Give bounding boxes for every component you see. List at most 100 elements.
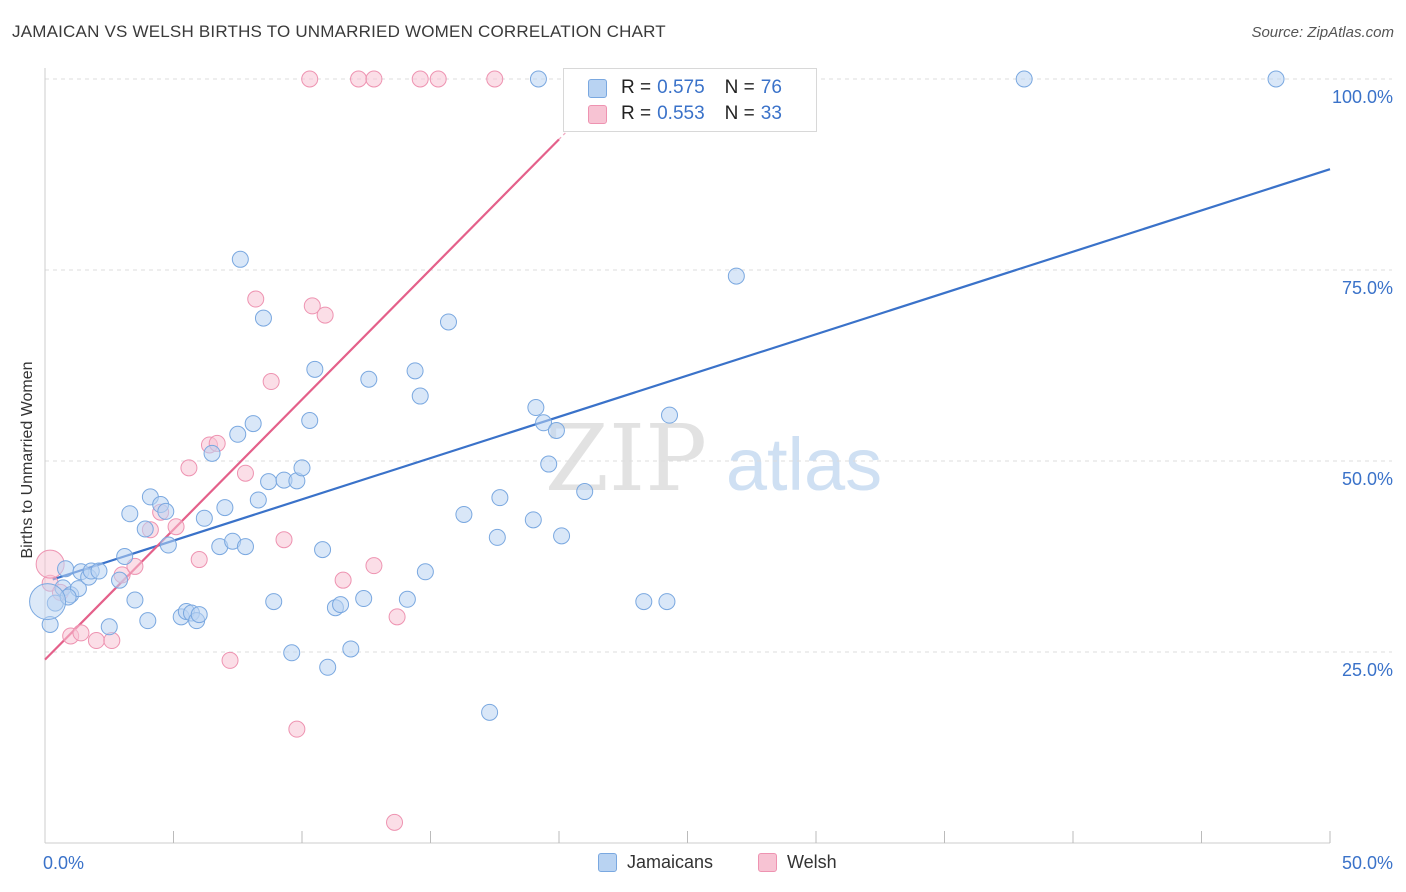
jamaicans-point: [293, 459, 311, 477]
jamaicans-point: [157, 502, 175, 520]
jamaicans-point: [265, 593, 283, 611]
welsh-point: [334, 571, 352, 589]
welsh-point: [350, 70, 368, 88]
jamaicans-point: [139, 612, 157, 630]
legend-row-welsh: R = 0.553 N = 33: [588, 102, 782, 126]
welsh-point: [167, 518, 185, 536]
jamaicans-point: [319, 658, 337, 676]
jamaicans-point: [229, 425, 247, 443]
jamaicans-point: [100, 618, 118, 636]
jamaicans-point: [195, 509, 213, 527]
y-tick-label: 50.0%: [1342, 469, 1393, 489]
legend-r-label: R =: [621, 103, 652, 124]
welsh-point: [72, 624, 90, 642]
watermark-zip: ZIP: [545, 405, 707, 512]
jamaicans-point: [491, 489, 509, 507]
legend-r-value: 0.553: [657, 103, 705, 124]
jamaicans-point: [203, 444, 221, 462]
welsh-point: [365, 557, 383, 575]
legend-n-value: 33: [760, 103, 782, 124]
jamaicans-point: [29, 583, 67, 621]
welsh-point: [180, 459, 198, 477]
jamaicans-point: [159, 536, 177, 554]
y-tick-label: 25.0%: [1342, 660, 1393, 680]
jamaicans-point: [342, 640, 360, 658]
welsh-point: [221, 651, 239, 669]
jamaicans-point: [540, 455, 558, 473]
welsh-point: [103, 632, 121, 650]
welsh-point: [316, 306, 334, 324]
welsh-point: [288, 720, 306, 738]
welsh-point: [301, 70, 319, 88]
jamaicans-point: [488, 528, 506, 546]
jamaicans-point: [306, 360, 324, 378]
chart-title: JAMAICAN VS WELSH BIRTHS TO UNMARRIED WO…: [12, 22, 666, 41]
bottom-legend-swatch-pink: [758, 853, 777, 872]
jamaicans-point: [416, 563, 434, 581]
legend-swatch-blue: [588, 78, 607, 98]
welsh-point: [87, 632, 105, 650]
y-tick-label: 75.0%: [1342, 278, 1393, 298]
legend-n-value: 76: [760, 77, 782, 98]
jamaicans-point: [576, 483, 594, 501]
jamaicans-point: [121, 505, 139, 523]
source-note: Source: ZipAtlas.com: [1251, 24, 1394, 41]
jamaicans-point: [236, 538, 254, 556]
jamaicans-point: [332, 596, 350, 614]
welsh-point: [126, 557, 144, 575]
jamaicans-point: [111, 571, 129, 589]
jamaicans-point: [116, 548, 134, 565]
jamaicans-point: [411, 387, 429, 405]
y-tick-label: 100.0%: [1332, 87, 1393, 107]
jamaicans-point: [355, 590, 373, 608]
jamaicans-point: [57, 560, 75, 578]
jamaicans-point: [283, 644, 301, 662]
legend-swatch-pink: [588, 104, 607, 124]
welsh-point: [275, 531, 293, 549]
jamaicans-point: [658, 593, 676, 611]
jamaicans-point: [524, 511, 542, 529]
jamaicans-point: [553, 527, 571, 545]
jamaicans-point: [260, 473, 278, 491]
jamaicans-point: [249, 491, 267, 509]
jamaicans-point: [301, 412, 319, 430]
jamaicans-point: [727, 267, 745, 285]
jamaicans-point: [661, 406, 679, 424]
jamaicans-point: [360, 370, 378, 388]
bottom-legend-jamaicans: Jamaicans: [598, 852, 713, 873]
x-tick-label: 50.0%: [1342, 853, 1393, 873]
legend-n-label: N =: [724, 77, 755, 98]
jamaicans-trendline: [52, 168, 1331, 581]
jamaicans-point: [90, 562, 108, 580]
welsh-point: [190, 551, 208, 569]
jamaicans-point: [244, 415, 262, 433]
welsh-point: [365, 70, 383, 88]
welsh-point: [411, 70, 429, 88]
jamaicans-point: [126, 591, 144, 609]
jamaicans-point: [136, 520, 154, 538]
welsh-point: [388, 608, 406, 626]
welsh-point: [236, 464, 254, 482]
welsh-point: [486, 70, 504, 88]
legend-r-label: R =: [621, 77, 652, 98]
y-axis-label: Births to Unmarried Women: [19, 361, 36, 559]
bottom-legend-label: Welsh: [787, 852, 837, 872]
jamaicans-point: [1015, 70, 1033, 88]
jamaicans-point: [547, 421, 565, 439]
jamaicans-point: [529, 70, 547, 88]
jamaicans-point: [216, 499, 234, 517]
jamaicans-point: [231, 250, 249, 268]
welsh-point: [386, 813, 404, 831]
jamaicans-point: [439, 313, 457, 331]
jamaicans-point: [535, 414, 553, 432]
welsh-point: [262, 373, 280, 391]
bottom-legend-welsh: Welsh: [758, 852, 837, 873]
correlation-legend: R = 0.575 N = 76 R = 0.553 N = 33: [563, 68, 817, 132]
jamaicans-point: [406, 362, 424, 380]
jamaicans-point: [481, 703, 499, 721]
welsh-point: [429, 70, 447, 88]
jamaicans-point: [1267, 70, 1285, 88]
x-tick-label: 0.0%: [43, 853, 84, 873]
jamaicans-point: [527, 399, 545, 417]
